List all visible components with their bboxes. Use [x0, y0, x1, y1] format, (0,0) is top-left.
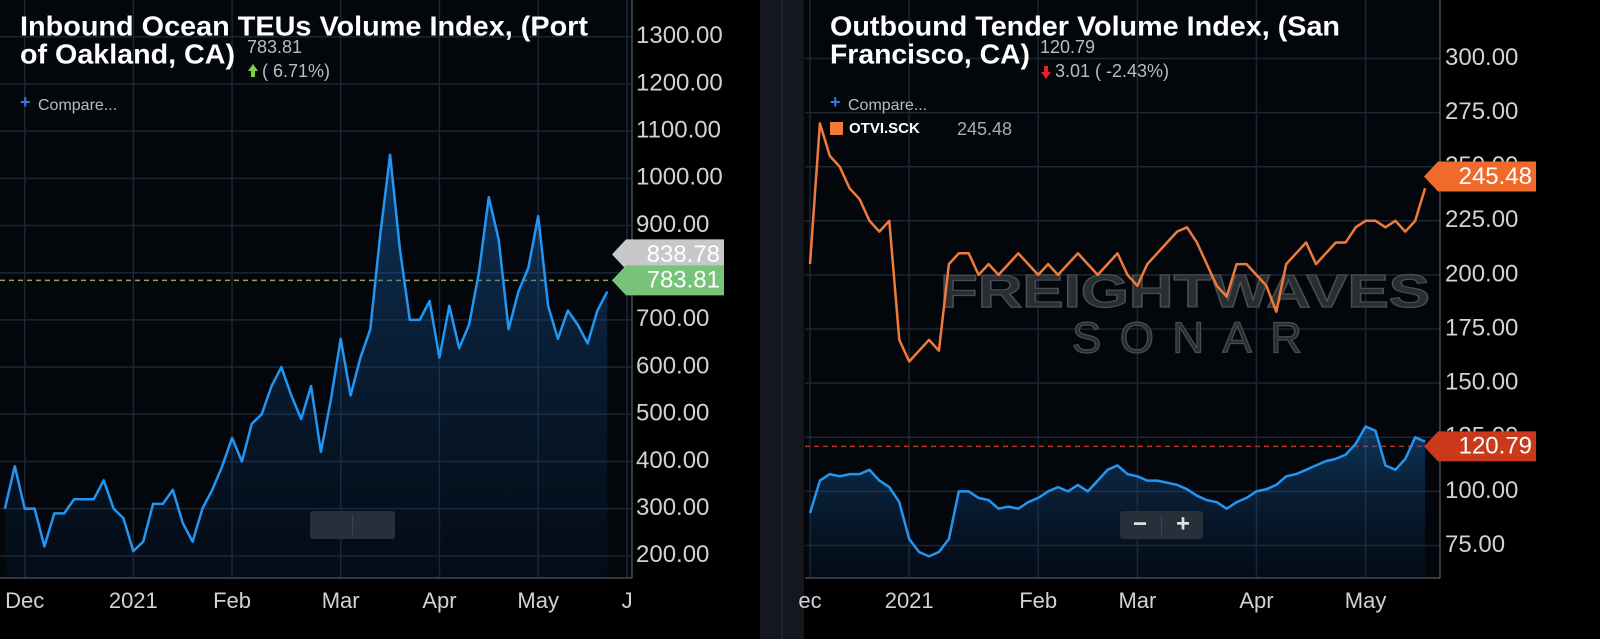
y-tick-label: 1100.00: [636, 117, 721, 144]
y-tick-label: 175.00: [1445, 314, 1518, 341]
legend-label: OTVI.SCK: [849, 120, 920, 137]
area: [4, 154, 608, 579]
legend-value: 245.48: [957, 119, 1012, 139]
down-arrow: [1041, 66, 1051, 79]
compare-button[interactable]: Compare...: [38, 97, 117, 114]
compare-button[interactable]: Compare...: [848, 97, 927, 114]
x-tick-label: Mar: [1118, 588, 1156, 613]
chart-title: Inbound Ocean TEUs Volume Index, (Port: [20, 10, 588, 41]
price-badge-label: 120.79: [1459, 433, 1532, 460]
x-tick-label: May: [517, 588, 559, 613]
price-badge-label: 838.78: [647, 241, 720, 268]
compare-plus: +: [830, 92, 841, 112]
watermark: FREIGHTWAVES: [940, 265, 1430, 317]
y-tick-label: 700.00: [636, 305, 709, 332]
x-tick-label: 2021: [885, 588, 934, 613]
y-tick-label: 275.00: [1445, 98, 1518, 125]
y-tick-label: 75.00: [1445, 531, 1505, 558]
y-tick-label: 300.00: [1445, 44, 1518, 71]
chart-title: of Oakland, CA): [20, 38, 235, 69]
chart-title: Outbound Tender Volume Index, (San: [830, 10, 1340, 41]
price-badge: [612, 265, 724, 296]
y-tick-label: 225.00: [1445, 206, 1518, 233]
y-tick-label: 200.00: [1445, 260, 1518, 287]
chart-panel: 75.00100.00125.00150.00175.00200.00225.0…: [798, 0, 1536, 613]
charts: 200.00300.00400.00500.00600.00700.00800.…: [0, 0, 1536, 613]
x-tick-label: Apr: [422, 588, 456, 613]
x-tick-label: Dec: [5, 588, 44, 613]
y-tick-label: 500.00: [636, 400, 709, 427]
zoom-in[interactable]: +: [1176, 510, 1190, 537]
legend-swatch: [830, 122, 843, 135]
area: [810, 426, 1426, 578]
y-tick-label: 150.00: [1445, 369, 1518, 396]
header-value: 120.79: [1040, 37, 1095, 57]
y-tick-label: 900.00: [636, 211, 709, 238]
price-badge-label: 783.81: [647, 267, 720, 294]
y-tick-label: 1300.00: [636, 22, 723, 49]
header-change: ( 6.71%): [262, 61, 330, 81]
y-tick-label: 400.00: [636, 447, 709, 474]
price-badge: [1424, 431, 1536, 462]
chart-title: Francisco, CA): [830, 38, 1030, 69]
x-tick-label: J: [622, 588, 633, 613]
x-tick-label: Feb: [213, 588, 251, 613]
y-tick-label: 100.00: [1445, 477, 1518, 504]
header-change: 3.01 ( -2.43%): [1055, 61, 1169, 81]
x-tick-label: Apr: [1239, 588, 1273, 613]
header-value: 783.81: [247, 37, 302, 57]
up-arrow: [248, 64, 258, 77]
x-tick-label: May: [1345, 588, 1387, 613]
price-badge: [612, 239, 724, 270]
chart-panel: 200.00300.00400.00500.00600.00700.00800.…: [0, 0, 724, 613]
price-badge: [1424, 161, 1536, 192]
y-tick-label: 600.00: [636, 352, 709, 379]
y-tick-label: 200.00: [636, 541, 709, 568]
y-tick-label: 1000.00: [636, 164, 723, 191]
line: [808, 425, 1426, 558]
zoom-out[interactable]: −: [1133, 510, 1147, 537]
x-tick-label: Feb: [1019, 588, 1057, 613]
price-badge-label: 245.48: [1459, 163, 1532, 190]
line: [808, 122, 1427, 363]
y-tick-label: 300.00: [636, 494, 709, 521]
compare-plus: +: [20, 92, 31, 112]
x-tick-label: 2021: [109, 588, 158, 613]
x-tick-label: Mar: [322, 588, 360, 613]
y-tick-label: 1200.00: [636, 69, 723, 96]
line: [3, 153, 609, 553]
x-tick-label: ec: [798, 588, 821, 613]
